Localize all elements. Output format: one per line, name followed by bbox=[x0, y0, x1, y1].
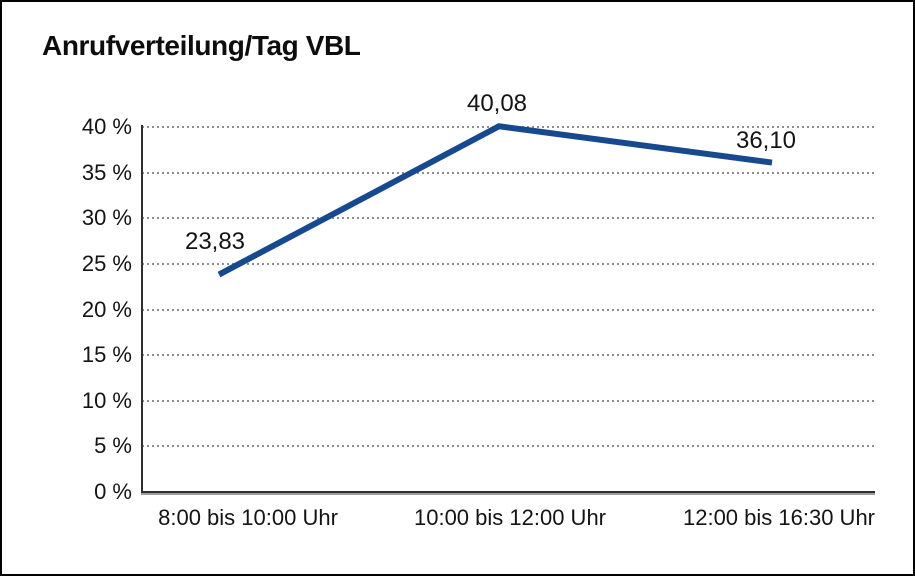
y-axis-label: 40 % bbox=[81, 114, 132, 139]
gridline-10 bbox=[142, 399, 875, 402]
gridline-5 bbox=[142, 445, 875, 448]
x-axis-label: 12:00 bis 16:30 Uhr bbox=[682, 505, 876, 530]
y-axis-label: 10 % bbox=[81, 387, 132, 413]
data-label: 40,08 bbox=[466, 90, 528, 118]
gridline-35 bbox=[142, 171, 875, 174]
y-axis-label: 0 % bbox=[94, 479, 132, 504]
gridline-20 bbox=[142, 308, 875, 311]
chart-title: Anrufverteilung/Tag VBL bbox=[42, 30, 361, 61]
y-axis-label: 20 % bbox=[81, 296, 132, 322]
y-axis-label: 15 % bbox=[81, 342, 132, 368]
y-axis-label: 5 % bbox=[94, 433, 132, 459]
y-axis-line bbox=[141, 125, 143, 492]
y-axis-label: 35 % bbox=[81, 159, 132, 185]
call-distribution-line bbox=[217, 123, 773, 278]
x-axis-shadow-line bbox=[141, 493, 875, 495]
gridline-25 bbox=[142, 262, 875, 265]
data-label: 36,10 bbox=[735, 126, 797, 154]
gridline-30 bbox=[142, 217, 875, 220]
x-axis-label: 10:00 bis 12:00 Uhr bbox=[413, 505, 607, 530]
data-label: 23,83 bbox=[184, 227, 246, 255]
y-axis-label: 25 % bbox=[81, 250, 132, 276]
gridline-15 bbox=[142, 354, 875, 357]
y-axis-label: 30 % bbox=[81, 205, 132, 231]
x-axis-label: 8:00 bis 10:00 Uhr bbox=[158, 505, 338, 530]
x-axis-line bbox=[141, 491, 875, 493]
